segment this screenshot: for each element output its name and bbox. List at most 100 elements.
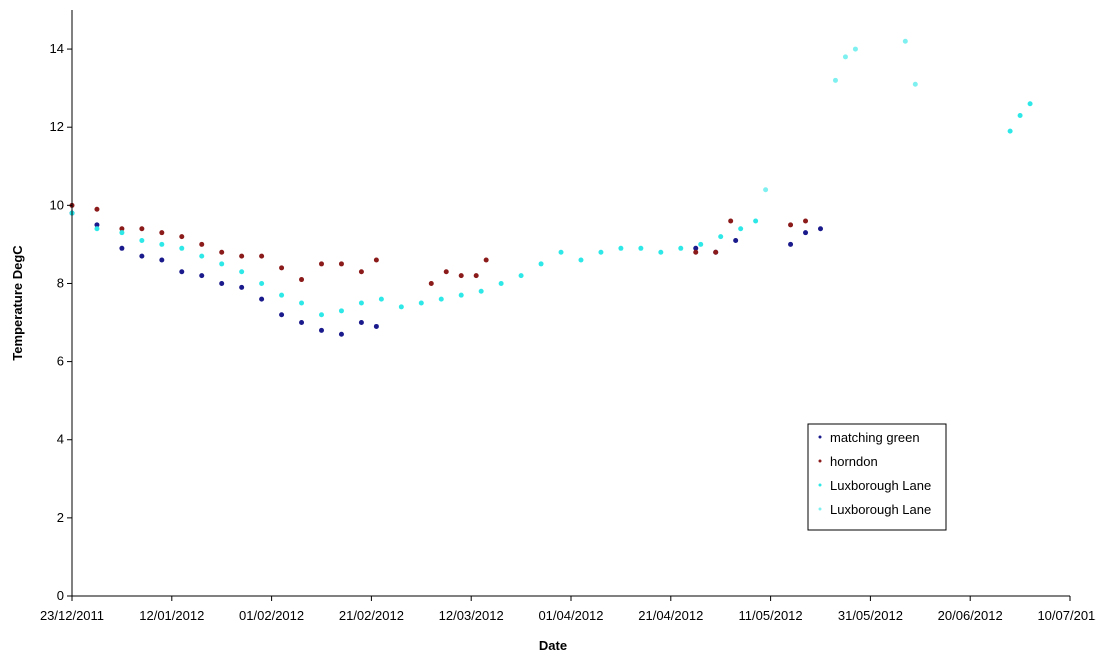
legend-marker: [818, 459, 822, 463]
data-point: [458, 292, 464, 298]
data-point: [179, 269, 185, 275]
data-point: [159, 230, 165, 236]
data-point: [713, 249, 719, 255]
y-tick-label: 12: [50, 119, 64, 134]
x-tick-label: 11/05/2012: [739, 608, 803, 623]
data-point: [738, 226, 744, 232]
legend-label: Luxborough Lane: [830, 502, 931, 517]
y-axis-ticks: 0 2 4 6 8 10 12 14: [50, 41, 72, 603]
data-point: [159, 241, 165, 247]
data-point: [199, 241, 205, 247]
data-point: [698, 241, 704, 247]
data-point: [693, 249, 699, 255]
y-tick-label: 14: [50, 41, 64, 56]
x-tick-label: 20/06/2012: [938, 608, 1003, 623]
data-points: [69, 38, 1033, 337]
x-tick-label: 10/07/2012: [1037, 608, 1096, 623]
data-point: [638, 245, 644, 251]
x-tick-label: 01/02/2012: [239, 608, 304, 623]
x-tick-label: 21/04/2012: [638, 608, 703, 623]
data-point: [373, 257, 379, 263]
data-point: [578, 257, 584, 263]
data-point: [358, 320, 364, 326]
data-point: [658, 249, 664, 255]
data-point: [438, 296, 444, 302]
data-point: [618, 245, 624, 251]
data-point: [483, 257, 489, 263]
legend-marker: [818, 483, 822, 487]
legend-marker: [818, 507, 822, 511]
data-point: [338, 308, 344, 314]
data-point: [94, 222, 100, 228]
x-tick-label: 31/05/2012: [838, 608, 903, 623]
series-1: [69, 202, 809, 286]
legend-box: [807, 423, 947, 531]
y-tick-label: 6: [57, 354, 64, 369]
data-point: [1027, 101, 1033, 107]
data-point: [94, 226, 100, 232]
y-axis-title: Temperature DegC: [10, 245, 25, 361]
data-point: [219, 280, 225, 286]
data-point: [259, 280, 265, 286]
series-3: [763, 38, 918, 193]
data-point: [718, 234, 724, 240]
data-point: [219, 249, 225, 255]
data-point: [832, 77, 838, 83]
data-point: [558, 249, 564, 255]
data-point: [139, 226, 145, 232]
data-point: [199, 273, 205, 279]
data-point: [1017, 112, 1023, 118]
data-point: [319, 261, 324, 267]
data-point: [693, 245, 699, 251]
data-point: [678, 245, 684, 251]
data-point: [338, 261, 344, 267]
data-point: [803, 218, 809, 224]
data-point: [378, 296, 384, 302]
legend-items: matching green horndon Luxborough Lane Luxb…: [818, 430, 931, 517]
data-point: [279, 312, 285, 318]
data-point: [299, 320, 305, 326]
data-point: [179, 245, 185, 251]
y-tick-label: 10: [50, 197, 64, 212]
data-point: [239, 253, 245, 259]
data-point: [912, 81, 918, 87]
data-point: [119, 230, 125, 236]
data-point: [473, 273, 479, 279]
data-point: [319, 327, 324, 333]
data-point: [763, 187, 769, 193]
data-point: [478, 288, 484, 294]
data-point: [818, 226, 823, 232]
data-point: [803, 230, 809, 236]
data-point: [199, 253, 205, 259]
data-point: [458, 273, 464, 279]
x-tick-label: 21/02/2012: [339, 608, 404, 623]
data-point: [788, 222, 794, 228]
data-point: [373, 323, 379, 329]
data-point: [1007, 128, 1013, 134]
data-point: [498, 280, 504, 286]
legend-label: matching green: [830, 430, 920, 445]
data-point: [902, 38, 908, 44]
data-point: [598, 249, 604, 255]
data-point: [279, 265, 285, 271]
y-tick-label: 8: [57, 275, 64, 290]
data-point: [788, 241, 794, 247]
data-point: [94, 206, 100, 212]
data-point: [358, 300, 364, 306]
y-tick-label: 4: [57, 432, 64, 447]
series-2: [69, 101, 1033, 318]
data-point: [299, 277, 305, 283]
data-point: [139, 237, 145, 243]
data-point: [119, 245, 125, 251]
data-point: [733, 237, 739, 243]
data-point: [338, 331, 344, 337]
data-point: [159, 257, 165, 263]
legend: matching green horndon Luxborough Lane Luxb…: [807, 423, 947, 531]
legend-marker: [818, 435, 822, 439]
data-point: [319, 312, 324, 318]
data-point: [753, 218, 759, 224]
data-point: [259, 253, 265, 259]
data-point: [119, 226, 125, 232]
data-point: [358, 269, 364, 275]
